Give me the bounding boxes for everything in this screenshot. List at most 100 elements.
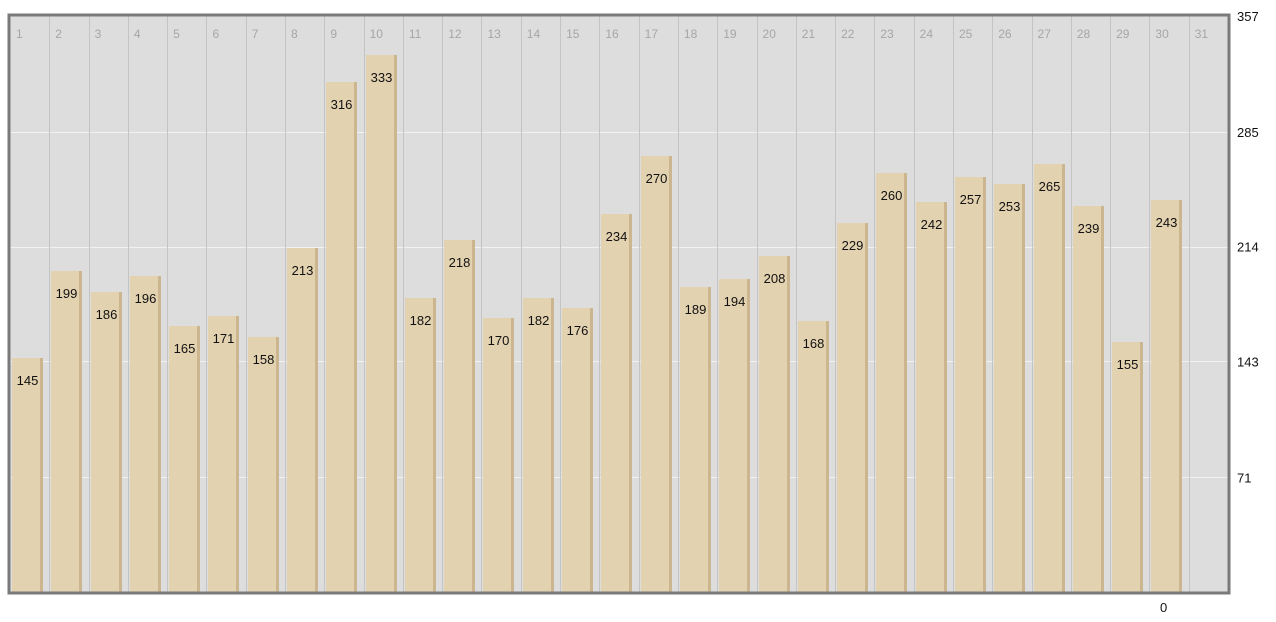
bar-shade: [865, 223, 868, 592]
value-label: 239: [1078, 221, 1100, 236]
bar-shade: [708, 287, 711, 592]
day-label: 5: [173, 27, 180, 41]
bar-shade: [315, 248, 318, 592]
bar-shade: [394, 55, 397, 592]
y-zero-label: 0: [1160, 600, 1167, 615]
bar-shade: [551, 298, 554, 592]
day-label: 25: [959, 27, 973, 41]
value-label: 257: [960, 192, 982, 207]
day-label: 24: [920, 27, 934, 41]
y-tick-label: 285: [1237, 125, 1259, 140]
bar-shade: [826, 321, 829, 592]
bar-day-8: [287, 248, 318, 592]
day-label: 3: [95, 27, 102, 41]
day-label: 19: [723, 27, 737, 41]
value-label: 218: [449, 255, 471, 270]
day-label: 10: [370, 27, 384, 41]
value-label: 229: [842, 238, 864, 253]
value-label: 243: [1156, 215, 1178, 230]
bar-shade: [747, 279, 750, 592]
day-label: 15: [566, 27, 580, 41]
day-label: 28: [1077, 27, 1091, 41]
value-label: 213: [292, 263, 314, 278]
value-label: 199: [56, 286, 78, 301]
value-label: 265: [1039, 179, 1061, 194]
bar-day-14: [523, 298, 554, 592]
y-tick-label: 71: [1237, 470, 1251, 485]
bar-shade: [158, 276, 161, 592]
bar-day-2: [51, 271, 82, 592]
bar-day-20: [759, 256, 790, 592]
day-label: 1: [16, 27, 23, 41]
value-label: 168: [803, 336, 825, 351]
day-label: 12: [448, 27, 462, 41]
y-tick-label: 214: [1237, 240, 1259, 255]
bar-day-28: [1073, 206, 1104, 592]
day-label: 22: [841, 27, 855, 41]
day-label: 2: [55, 27, 62, 41]
bar-shade: [197, 326, 200, 592]
bar-day-18: [680, 287, 711, 592]
value-label: 253: [999, 199, 1021, 214]
value-label: 182: [528, 313, 550, 328]
value-label: 234: [606, 229, 628, 244]
bar-day-11: [405, 298, 436, 592]
day-label: 9: [330, 27, 337, 41]
day-label: 4: [134, 27, 141, 41]
bar-shade: [236, 316, 239, 592]
bar-day-19: [719, 279, 750, 592]
bars: [12, 55, 1182, 592]
grid-lines: [10, 16, 1228, 592]
bar-shade: [1022, 184, 1025, 592]
day-label: 13: [487, 27, 501, 41]
day-label: 21: [802, 27, 816, 41]
day-label: 20: [763, 27, 777, 41]
bar-day-7: [248, 337, 279, 592]
value-label: 260: [881, 188, 903, 203]
value-label: 170: [488, 333, 510, 348]
value-label: 165: [174, 341, 196, 356]
y-axis: 71 143 214 285 357 0: [1160, 9, 1259, 615]
bar-shade: [472, 240, 475, 592]
day-label: 8: [291, 27, 298, 41]
day-label: 27: [1038, 27, 1052, 41]
value-label: 208: [764, 271, 786, 286]
value-label: 186: [96, 307, 118, 322]
bar-day-23: [876, 173, 907, 592]
value-label: 155: [1117, 357, 1139, 372]
day-labels: 1 2 3 4 5 6 7 8 9 10 11 12 13 14 15 16 17 18 19 20 21 22 23 24 2…: [16, 27, 1208, 41]
bar-shade: [511, 318, 514, 592]
value-labels: 145 199 186 196 165 171 158 213 316 333 182 218 170 1…: [17, 70, 1178, 388]
bar-shade: [1101, 206, 1104, 592]
bar-shade: [119, 292, 122, 592]
day-label: 7: [252, 27, 259, 41]
day-label: 23: [880, 27, 894, 41]
bar-shade: [944, 202, 947, 592]
bar-shade: [1179, 200, 1182, 592]
bar-day-17: [641, 156, 672, 592]
bar-shade: [1062, 164, 1065, 592]
bar-day-3: [91, 292, 122, 592]
value-label: 242: [921, 217, 943, 232]
bar-day-30: [1151, 200, 1182, 592]
day-label: 6: [212, 27, 219, 41]
value-label: 333: [371, 70, 393, 85]
bar-shade: [590, 308, 593, 592]
bar-day-4: [130, 276, 161, 592]
bar-day-16: [601, 214, 632, 592]
bar-day-10: [366, 55, 397, 592]
plot-frame: [7, 13, 1231, 595]
day-label: 14: [527, 27, 541, 41]
value-label: 176: [567, 323, 589, 338]
bar-day-13: [483, 318, 514, 592]
bar-day-1: [12, 358, 43, 592]
bar-day-29: [1112, 342, 1143, 592]
bar-shade: [276, 337, 279, 592]
bar-day-15: [562, 308, 593, 592]
value-label: 171: [213, 331, 235, 346]
day-label: 11: [409, 27, 422, 41]
bar-shade: [354, 82, 357, 592]
bar-shade: [433, 298, 436, 592]
bar-shade: [40, 358, 43, 592]
